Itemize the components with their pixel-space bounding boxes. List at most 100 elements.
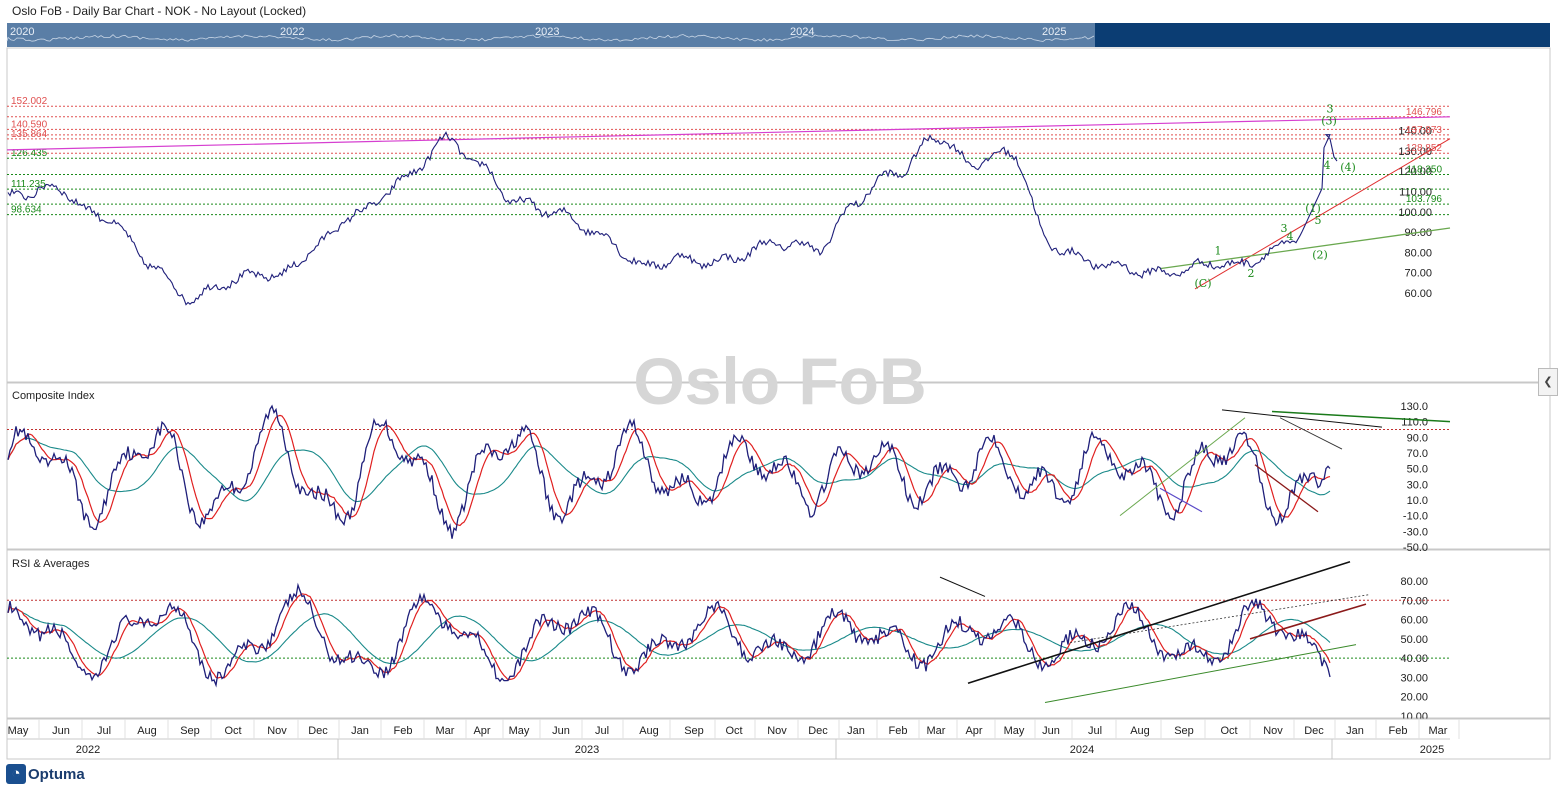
- window-title-bar: Oslo FoB - Daily Bar Chart - NOK - No La…: [0, 0, 1558, 22]
- rsi-fast-average: [7, 593, 1331, 681]
- x-month-label: Jul: [97, 725, 111, 737]
- x-month-label: May: [509, 725, 530, 737]
- x-month-label: Feb: [1389, 725, 1408, 737]
- fib-level-label: 126.435: [11, 148, 48, 159]
- fib-level-label: 128.852: [1406, 143, 1443, 154]
- composite-trendline: [1279, 417, 1343, 450]
- rsi-trendline: [939, 576, 986, 597]
- wave-label: (2): [1312, 248, 1328, 261]
- x-month-label: Oct: [725, 725, 742, 737]
- x-month-label: Feb: [394, 725, 413, 737]
- fib-level-label: 152.002: [11, 96, 48, 107]
- composite-trendline: [1159, 487, 1203, 513]
- fib-level-label: 146.796: [1406, 107, 1443, 118]
- composite-y-tick: 130.0: [1400, 401, 1428, 413]
- x-month-label: Apr: [473, 725, 490, 737]
- rsi-y-tick: 30.00: [1400, 672, 1428, 684]
- wave-label: (C): [1195, 277, 1212, 290]
- composite-y-tick: -10.0: [1403, 511, 1428, 523]
- composite-slow-average: [7, 437, 1331, 503]
- wave-label: 5: [1315, 214, 1322, 227]
- x-month-label: Mar: [436, 725, 455, 737]
- wave-label: (1): [1305, 202, 1321, 215]
- price-y-tick: 120.00: [1398, 166, 1432, 178]
- composite-y-tick: 50.0: [1407, 464, 1428, 476]
- navigator-year-2025: 2025: [1042, 26, 1066, 38]
- rsi-y-tick: 20.00: [1400, 692, 1428, 704]
- navigator-year-2022: 2022: [280, 26, 304, 38]
- x-month-label: Dec: [1304, 725, 1324, 737]
- composite-y-tick: -30.0: [1403, 526, 1428, 538]
- x-month-label: Jan: [351, 725, 369, 737]
- x-month-label: Apr: [965, 725, 982, 737]
- price-series-line: [7, 131, 1338, 306]
- rsi-channel-upper: [967, 560, 1351, 684]
- x-month-label: Nov: [767, 725, 787, 737]
- rsi-channel-lower: [1044, 644, 1357, 703]
- composite-panel-title: Composite Index: [12, 390, 95, 402]
- x-month-label: Sep: [1174, 725, 1194, 737]
- x-month-label: Jun: [552, 725, 570, 737]
- rsi-y-tick: 80.00: [1400, 576, 1428, 588]
- composite-trendline: [1119, 417, 1246, 517]
- composite-y-tick: 90.0: [1407, 432, 1428, 444]
- rsi-mid-line: [1069, 594, 1371, 644]
- x-year-label: 2024: [1070, 744, 1094, 756]
- navigator-window[interactable]: [7, 23, 1095, 47]
- x-month-label: Sep: [684, 725, 704, 737]
- red-trendline: [1194, 138, 1451, 290]
- rsi-trendline: [1249, 603, 1367, 640]
- composite-trendline: [1271, 410, 1451, 423]
- rsi-line: [7, 582, 1331, 688]
- footer: [0, 760, 1558, 789]
- fib-level-label: 111.235: [11, 179, 46, 190]
- window-title: Oslo FoB - Daily Bar Chart - NOK - No La…: [12, 4, 307, 18]
- rsi-panel[interactable]: [6, 549, 1551, 719]
- price-y-tick: 80.00: [1404, 247, 1432, 259]
- price-y-tick: 60.00: [1404, 288, 1432, 300]
- price-y-tick: 100.00: [1398, 207, 1432, 219]
- wave-label: 3: [1281, 222, 1288, 235]
- rsi-y-tick: 50.00: [1400, 634, 1428, 646]
- fib-level-label: 137.873: [1406, 125, 1443, 136]
- watermark: Oslo FoB: [633, 344, 926, 418]
- x-month-label: Dec: [808, 725, 828, 737]
- wave-label: 2: [1248, 267, 1255, 280]
- composite-fast-average: [7, 414, 1331, 527]
- price-y-tick: 130.00: [1398, 146, 1432, 158]
- x-month-label: Oct: [224, 725, 241, 737]
- rsi-slow-average: [7, 605, 1331, 665]
- composite-y-tick: -50.0: [1403, 542, 1428, 554]
- x-month-label: Nov: [267, 725, 287, 737]
- optuma-logo: ◔ Optuma: [6, 764, 85, 784]
- x-month-label: Aug: [1130, 725, 1150, 737]
- x-year-label: 2022: [76, 744, 100, 756]
- composite-y-tick: 30.0: [1407, 479, 1428, 491]
- composite-y-tick: 10.0: [1407, 495, 1428, 507]
- panel-collapse-button[interactable]: ❮: [1538, 368, 1558, 396]
- wave-label: 1: [1215, 244, 1222, 257]
- composite-panel[interactable]: [6, 382, 1551, 550]
- fib-level-label: 135.864: [11, 129, 48, 140]
- x-month-label: May: [8, 725, 29, 737]
- navigator-year-labels: 2020 2022 2023 2024 2025: [10, 26, 1066, 38]
- x-month-label: Aug: [137, 725, 157, 737]
- x-month-label: May: [1004, 725, 1025, 737]
- chart-canvas[interactable]: 2020 2022 2023 2024 2025 Oslo FoB 60.00 70.00…: [0, 0, 1558, 760]
- fib-level-label: 140.590: [11, 119, 48, 130]
- x-month-label: Jun: [1042, 725, 1060, 737]
- wave-label: 3: [1327, 102, 1334, 115]
- x-month-label: Jan: [1346, 725, 1364, 737]
- x-month-label: Feb: [889, 725, 908, 737]
- rsi-y-tick: 60.00: [1400, 615, 1428, 627]
- composite-trendline: [1221, 409, 1383, 428]
- x-month-label: Sep: [180, 725, 200, 737]
- x-month-label: Jan: [847, 725, 865, 737]
- x-month-label: Nov: [1263, 725, 1283, 737]
- fib-level-label: 103.796: [1406, 194, 1443, 205]
- composite-index-line: [7, 404, 1331, 539]
- price-y-tick: 70.00: [1404, 268, 1432, 280]
- x-month-label: Aug: [639, 725, 659, 737]
- wave-label: (4): [1340, 161, 1356, 174]
- wave-label: (3): [1321, 115, 1337, 128]
